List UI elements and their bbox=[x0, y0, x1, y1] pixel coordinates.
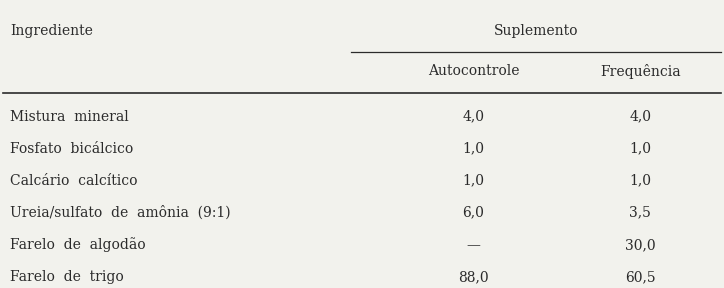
Text: 60,5: 60,5 bbox=[625, 270, 656, 284]
Text: 88,0: 88,0 bbox=[458, 270, 489, 284]
Text: Suplemento: Suplemento bbox=[494, 24, 578, 38]
Text: —: — bbox=[466, 238, 480, 252]
Text: Fosfato  bicálcico: Fosfato bicálcico bbox=[10, 142, 133, 156]
Text: 4,0: 4,0 bbox=[629, 109, 652, 124]
Text: 6,0: 6,0 bbox=[463, 206, 484, 220]
Text: 30,0: 30,0 bbox=[625, 238, 656, 252]
Text: 1,0: 1,0 bbox=[629, 174, 652, 188]
Text: Farelo  de  algodão: Farelo de algodão bbox=[10, 237, 146, 252]
Text: Frequência: Frequência bbox=[600, 64, 681, 79]
Text: 1,0: 1,0 bbox=[463, 142, 484, 156]
Text: Ingrediente: Ingrediente bbox=[10, 24, 93, 38]
Text: Calcário  calcítico: Calcário calcítico bbox=[10, 174, 138, 188]
Text: Ureia/sulfato  de  amônia  (9:1): Ureia/sulfato de amônia (9:1) bbox=[10, 206, 230, 220]
Text: Autocontrole: Autocontrole bbox=[428, 64, 519, 78]
Text: 4,0: 4,0 bbox=[463, 109, 484, 124]
Text: 1,0: 1,0 bbox=[629, 142, 652, 156]
Text: 3,5: 3,5 bbox=[629, 206, 652, 220]
Text: Mistura  mineral: Mistura mineral bbox=[10, 109, 129, 124]
Text: 1,0: 1,0 bbox=[463, 174, 484, 188]
Text: Farelo  de  trigo: Farelo de trigo bbox=[10, 270, 124, 284]
